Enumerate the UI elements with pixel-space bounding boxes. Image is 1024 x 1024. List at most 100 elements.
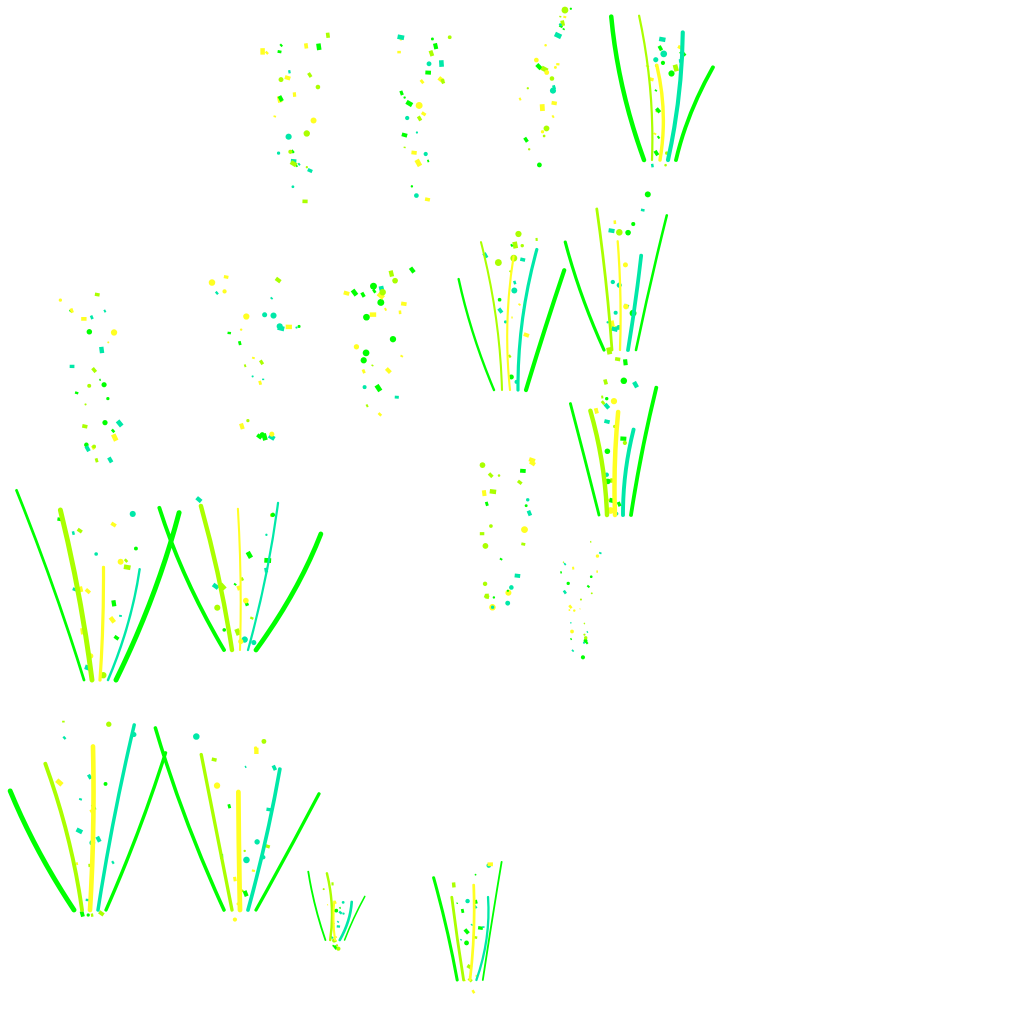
confetti-streamer [563, 240, 606, 352]
confetti-dot [584, 636, 588, 640]
confetti-streamer [616, 240, 622, 352]
confetti-piece [562, 589, 567, 595]
confetti-piece [440, 78, 446, 85]
confetti-piece [307, 168, 313, 174]
confetti-dot [616, 229, 623, 236]
confetti-piece [251, 869, 256, 873]
confetti-piece [519, 468, 526, 474]
confetti-streamer [569, 402, 601, 517]
confetti-piece [559, 15, 562, 18]
confetti-dot [479, 462, 486, 468]
confetti-piece [583, 622, 586, 625]
confetti-dot [87, 383, 92, 388]
confetti-dot [102, 419, 108, 426]
confetti-piece [94, 457, 99, 463]
confetti-piece [211, 582, 220, 590]
confetti-piece [111, 433, 119, 442]
confetti-piece [86, 773, 93, 780]
confetti-streamer [674, 65, 715, 162]
confetti-dot [94, 552, 98, 556]
confetti-piece [551, 100, 558, 106]
confetti-piece [99, 346, 105, 354]
confetti-dot [310, 117, 317, 124]
confetti-piece [479, 532, 485, 536]
confetti-dot [503, 320, 508, 324]
confetti-dot [270, 312, 277, 319]
confetti-piece [425, 70, 432, 75]
confetti-streamer [665, 30, 685, 163]
confetti-piece [234, 628, 241, 636]
confetti-piece [90, 913, 94, 917]
confetti-dot [295, 326, 298, 329]
confetti-dot [580, 655, 586, 660]
confetti-piece [401, 132, 408, 138]
confetti-dot [110, 329, 118, 336]
confetti-dot [623, 303, 629, 310]
confetti-dot [405, 115, 410, 121]
confetti-piece [451, 882, 456, 888]
confetti-piece [463, 928, 470, 935]
confetti-dot [430, 37, 434, 41]
confetti-piece [71, 530, 76, 536]
confetti-piece [603, 402, 611, 410]
confetti-piece [227, 331, 232, 335]
confetti-piece [654, 89, 658, 92]
confetti-piece [108, 615, 117, 624]
confetti-piece [394, 395, 399, 399]
confetti-piece [113, 634, 120, 641]
confetti-dot [243, 313, 250, 320]
confetti-dot [251, 375, 254, 378]
confetti-dot [465, 898, 470, 904]
confetti-piece [264, 50, 269, 55]
confetti-piece [244, 765, 247, 769]
confetti-dot [232, 917, 238, 922]
confetti-frame [208, 274, 301, 441]
confetti-piece [563, 562, 567, 566]
confetti-dot [193, 733, 200, 740]
confetti-piece [511, 316, 513, 319]
confetti-dot [520, 243, 524, 248]
confetti-piece [251, 356, 256, 360]
confetti-piece [343, 290, 350, 296]
confetti-dot [526, 87, 529, 90]
confetti-piece [590, 540, 592, 543]
confetti-piece [211, 757, 217, 762]
confetti-frame [343, 266, 416, 417]
confetti-dot [334, 908, 339, 913]
confetti-piece [376, 291, 386, 300]
confetti-streamer [332, 900, 337, 942]
confetti-piece [371, 364, 374, 367]
confetti-streamer [609, 14, 647, 163]
confetti-piece [338, 910, 343, 915]
confetti-streamer [96, 723, 136, 912]
confetti-frame [563, 191, 669, 366]
confetti-piece [245, 550, 254, 559]
confetti-dot [222, 289, 227, 294]
confetti-dot [415, 131, 419, 134]
confetti-piece [620, 436, 627, 441]
confetti-piece [568, 604, 573, 610]
confetti-dot [303, 130, 310, 137]
confetti-piece [84, 588, 92, 595]
confetti-piece [256, 433, 263, 440]
confetti-frame [58, 292, 124, 464]
confetti-piece [69, 364, 75, 369]
confetti-dot [553, 65, 557, 69]
confetti-piece [374, 383, 383, 393]
confetti-streamer [246, 501, 280, 652]
confetti-piece [596, 570, 598, 573]
confetti-frame [153, 726, 321, 922]
confetti-piece [563, 15, 567, 19]
confetti-streamer [588, 408, 610, 518]
confetti-piece [115, 419, 124, 428]
confetti-streamer [457, 277, 496, 392]
confetti-streamer [475, 895, 490, 982]
confetti-streamer [104, 751, 168, 912]
confetti-dot [379, 288, 386, 296]
confetti-frame [307, 870, 366, 951]
confetti-piece [400, 354, 404, 358]
confetti-frame [7, 720, 168, 918]
confetti-dot [582, 641, 586, 644]
confetti-piece [616, 501, 622, 507]
confetti-streamer [87, 744, 96, 913]
